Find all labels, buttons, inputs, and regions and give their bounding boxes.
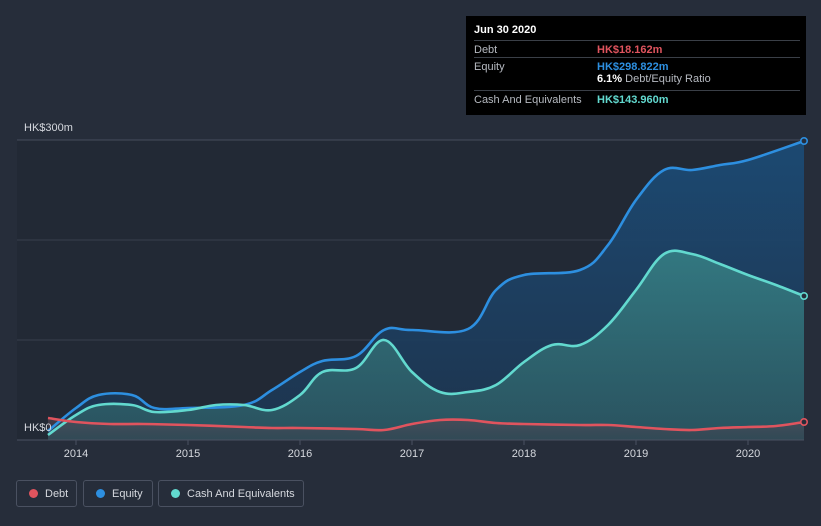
tooltip-row-cash: Cash And Equivalents HK$143.960m	[474, 90, 800, 108]
series-lines	[47, 139, 805, 437]
y-tick-label-bottom: HK$0	[24, 422, 52, 434]
x-tick-label-2019: 2019	[624, 448, 648, 460]
x-axis-ticks: 2014 2015 2016 2017 2018 2019 2020	[64, 440, 760, 460]
tooltip-panel: Jun 30 2020 Debt HK$18.162m Equity HK$29…	[466, 16, 806, 115]
tooltip-date: Jun 30 2020	[474, 24, 537, 36]
equity-line	[47, 139, 805, 433]
series-areas	[48, 141, 804, 440]
tooltip-row-equity: Equity HK$298.822m	[474, 57, 800, 92]
legend-equity[interactable]: Equity	[83, 480, 153, 507]
tooltip-debt-value: HK$18.162m	[597, 44, 663, 56]
legend-cash[interactable]: Cash And Equivalents	[158, 480, 304, 507]
x-tick-label-2014: 2014	[64, 448, 88, 460]
legend-cash-label: Cash And Equivalents	[187, 488, 295, 500]
equity-end-marker	[799, 137, 808, 146]
legend-debt-swatch	[29, 489, 38, 498]
legend-debt-label: Debt	[45, 488, 69, 500]
cash-and-equivalents-line	[47, 249, 805, 437]
x-tick-label-2016: 2016	[288, 448, 312, 460]
tooltip-equity-value: HK$298.822m	[597, 61, 669, 73]
end-markers	[799, 137, 808, 426]
x-tick-label-2018: 2018	[512, 448, 536, 460]
legend-cash-swatch	[171, 489, 180, 498]
tooltip-debt-label: Debt	[474, 44, 498, 56]
x-tick-label-2015: 2015	[176, 448, 200, 460]
x-tick-label-2020: 2020	[736, 448, 760, 460]
tooltip-cash-value: HK$143.960m	[597, 94, 669, 106]
tooltip-equity-label: Equity	[474, 61, 505, 73]
legend-debt[interactable]: Debt	[16, 480, 77, 507]
debt-area	[48, 418, 804, 440]
tooltip-cash-label: Cash And Equivalents	[474, 94, 582, 106]
debt-end-marker	[799, 417, 808, 426]
debt-line	[47, 416, 805, 432]
cash-and-equivalents-area	[48, 250, 804, 440]
tooltip-ratio: 6.1% Debt/Equity Ratio	[597, 73, 711, 85]
y-tick-label-top: HK$300m	[24, 122, 73, 134]
legend-equity-label: Equity	[112, 488, 143, 500]
tooltip-row-debt: Debt HK$18.162m	[474, 40, 800, 58]
x-tick-label-2017: 2017	[400, 448, 424, 460]
tooltip-ratio-label: Debt/Equity Ratio	[625, 73, 711, 85]
legend-equity-swatch	[96, 489, 105, 498]
cash-and-equivalents-end-marker	[799, 291, 808, 300]
tooltip-ratio-value: 6.1%	[597, 73, 623, 85]
